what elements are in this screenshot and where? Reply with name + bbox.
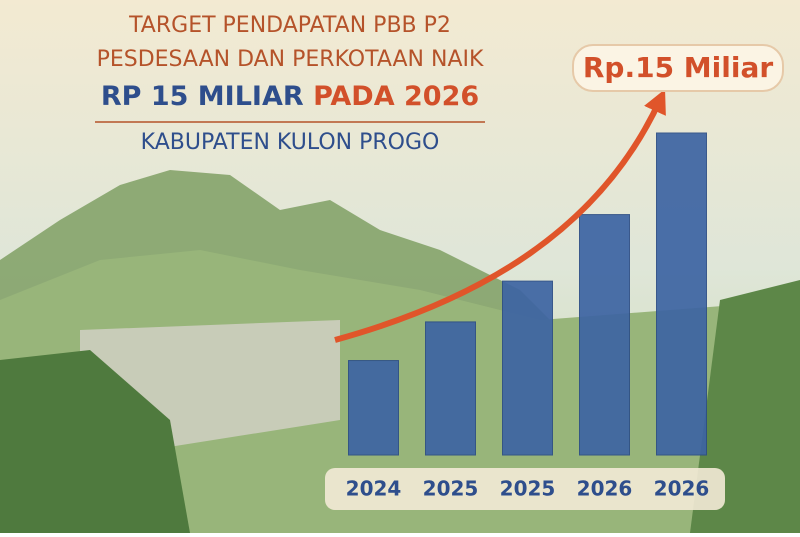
title-highlight: RP 15 MILIAR [101,81,304,112]
label-strip [325,468,725,510]
title-tail: PADA 2026 [313,81,479,112]
title-line: PESDESAAN DAN PERKOTAAN NAIK [97,47,484,72]
bars: 2024 2025 2025 2026 2026 [346,132,710,501]
bar [656,132,707,456]
bar [348,360,399,456]
trees-left [0,350,190,533]
bar [502,280,553,456]
bar [425,321,476,456]
trend-arrow [334,89,666,343]
x-tick-label: 2025 [500,477,556,501]
x-tick-label: 2025 [423,477,479,501]
title-highlight-line: RP 15 MILIAR PADA 2026 [101,81,479,112]
x-tick-label: 2024 [346,477,402,501]
x-tick-label: 2026 [577,477,633,501]
subtitle: KABUPATEN KULON PROGO [141,130,440,155]
callout: Rp.15 Miliar [583,51,774,84]
callout-box [572,44,784,92]
title-line: TARGET PENDAPATAN PBB P2 [128,13,451,38]
x-tick-label: 2026 [654,477,710,501]
bar [579,214,630,456]
